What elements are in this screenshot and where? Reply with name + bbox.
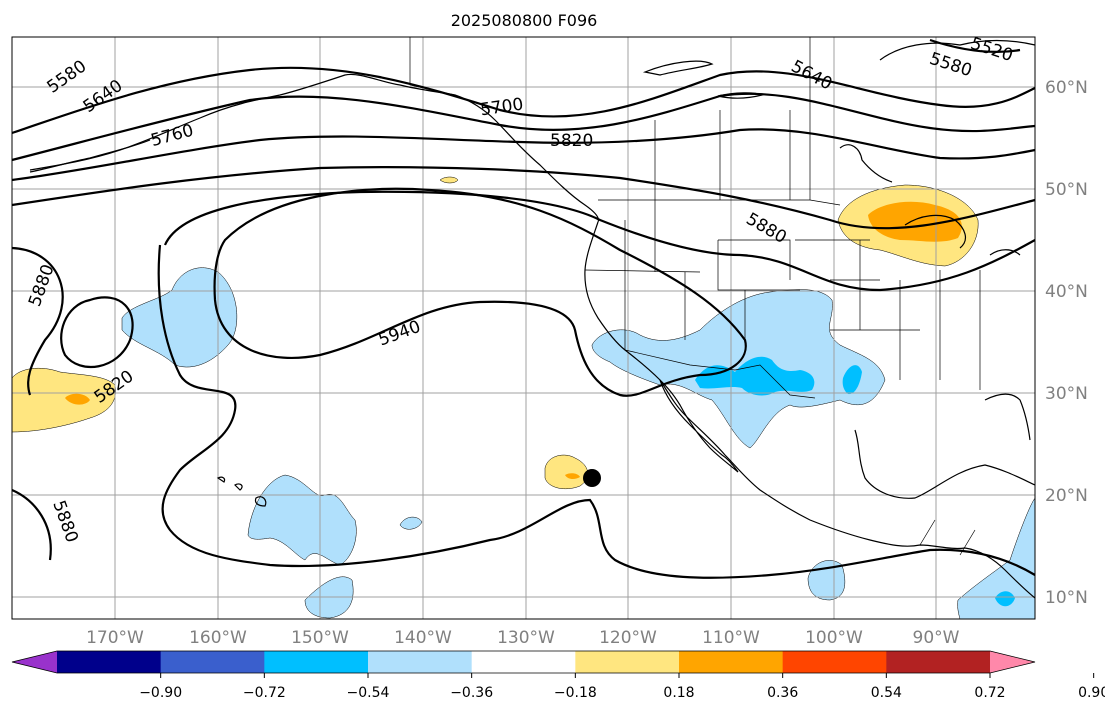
coastline-hawaii bbox=[216, 476, 267, 507]
contour-line bbox=[11, 488, 52, 561]
colorbar-segment bbox=[782, 651, 887, 673]
anomaly-region-positive-medium bbox=[868, 201, 962, 242]
colorbar-segment bbox=[575, 651, 680, 673]
colorbar-tick-label: 0.36 bbox=[767, 685, 798, 701]
colorbar-tick-label: −0.54 bbox=[347, 685, 390, 701]
lat-label: 40°N bbox=[1045, 282, 1088, 302]
contour-line bbox=[60, 296, 134, 369]
colorbar-segment bbox=[368, 651, 473, 673]
coastline-florida bbox=[984, 393, 1031, 441]
colorbar-segment bbox=[160, 651, 265, 673]
anomaly-region-negative-medium bbox=[995, 591, 1015, 607]
colorbar-segment bbox=[264, 651, 369, 673]
colorbar-tick-label: −0.90 bbox=[139, 685, 182, 701]
lat-label: 30°N bbox=[1045, 384, 1088, 404]
anomaly-region-negative-medium bbox=[842, 365, 862, 395]
coastline-baja bbox=[659, 379, 739, 473]
map-frame bbox=[11, 36, 1036, 620]
colorbar-tick-label: 0.18 bbox=[663, 685, 694, 701]
colorbar-tick-label: 0.90 bbox=[1078, 685, 1105, 701]
colorbar-segment bbox=[57, 651, 162, 673]
coastline-gulf bbox=[854, 429, 1036, 499]
map-title: 2025080800 F096 bbox=[451, 11, 598, 30]
colorbar-extend-max bbox=[990, 651, 1035, 673]
coastline-aleutians bbox=[29, 139, 151, 173]
colorbar: −0.90 −0.72 −0.54 −0.36 −0.18 0.18 0.36 0.54 0.7… bbox=[11, 650, 1105, 701]
anomaly-region-negative-light bbox=[957, 497, 1036, 620]
contour-line bbox=[213, 187, 747, 397]
political-borders bbox=[409, 37, 981, 556]
contour-line bbox=[11, 128, 1036, 182]
coastline-us-west bbox=[584, 221, 1036, 599]
contour-label: 5820 bbox=[550, 131, 593, 151]
anomaly-region-negative-light bbox=[247, 474, 357, 566]
colorbar-tick-label: −0.18 bbox=[554, 685, 597, 701]
anomaly-region-positive-light bbox=[439, 176, 459, 184]
lon-label: 160°W bbox=[189, 628, 247, 648]
colorbar-tick-label: −0.36 bbox=[450, 685, 493, 701]
contour-line bbox=[163, 190, 1036, 292]
contour-line bbox=[11, 66, 1036, 135]
colorbar-tick-label: 0.54 bbox=[871, 685, 902, 701]
longitude-labels: 170°W 160°W 150°W 140°W 130°W 120°W 110°… bbox=[86, 628, 960, 648]
colorbar-outline bbox=[11, 650, 1036, 674]
height-contours bbox=[11, 38, 1036, 579]
colorbar-segment bbox=[679, 651, 784, 673]
lon-label: 110°W bbox=[702, 628, 760, 648]
lat-label: 10°N bbox=[1045, 588, 1088, 608]
lon-label: 140°W bbox=[394, 628, 452, 648]
border-states bbox=[584, 200, 981, 390]
storm-center-marker bbox=[583, 469, 601, 487]
colorbar-tick-label: 0.72 bbox=[974, 685, 1005, 701]
contour-line bbox=[11, 92, 1036, 162]
lon-label: 150°W bbox=[291, 628, 349, 648]
anomaly-region-positive-medium bbox=[65, 393, 90, 405]
coastline-hudson bbox=[839, 144, 893, 183]
island-arctic bbox=[642, 60, 714, 76]
anomaly-region-negative-medium bbox=[695, 356, 815, 396]
anomaly-region-negative-light bbox=[121, 267, 238, 368]
lon-label: 130°W bbox=[497, 628, 555, 648]
map-panel: 5580 5640 5760 5700 5820 5640 5580 5520 … bbox=[11, 34, 1036, 620]
colorbar-segment bbox=[471, 651, 576, 673]
shaded-fields bbox=[11, 176, 1036, 620]
lon-label: 90°W bbox=[913, 628, 960, 648]
contour-line bbox=[11, 166, 1036, 230]
greenland-edge bbox=[879, 39, 1036, 61]
border-canada-provinces bbox=[654, 37, 811, 200]
lon-label: 100°W bbox=[805, 628, 863, 648]
colorbar-segment bbox=[886, 651, 991, 673]
anomaly-region-positive-medium bbox=[565, 473, 580, 480]
lon-label: 120°W bbox=[599, 628, 657, 648]
contour-line bbox=[157, 244, 1036, 579]
contour-line bbox=[929, 38, 1021, 54]
latitude-labels: 60°N 50°N 40°N 30°N 20°N 10°N bbox=[1045, 78, 1088, 608]
colorbar-extend-min bbox=[12, 651, 57, 673]
lat-label: 60°N bbox=[1045, 78, 1088, 98]
border-us-mexico bbox=[624, 349, 816, 399]
lat-label: 50°N bbox=[1045, 180, 1088, 200]
colorbar-tick-label: −0.72 bbox=[243, 685, 286, 701]
lon-label: 170°W bbox=[86, 628, 144, 648]
lat-label: 20°N bbox=[1045, 486, 1088, 506]
anomaly-region-negative-light bbox=[399, 516, 423, 530]
contour-line bbox=[11, 246, 64, 396]
